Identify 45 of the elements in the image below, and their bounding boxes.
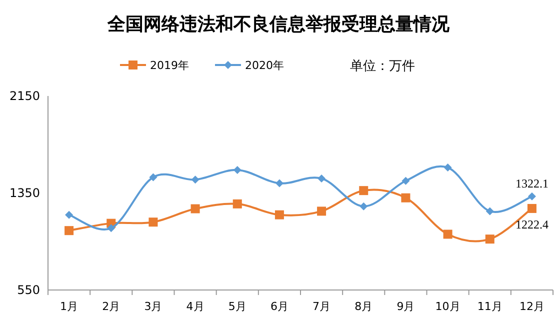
point <box>274 210 284 220</box>
xtick: 4月 <box>186 300 204 313</box>
xtick: 8月 <box>354 300 373 313</box>
point <box>444 164 452 172</box>
point <box>359 186 368 196</box>
xtick: 11月 <box>477 300 502 313</box>
point <box>401 193 410 202</box>
xtick: 9月 <box>396 300 415 313</box>
xtick: 7月 <box>312 300 331 313</box>
point <box>65 210 74 219</box>
point <box>148 218 158 227</box>
xtick: 1月 <box>60 300 78 313</box>
xtick: 6月 <box>270 300 288 313</box>
ytick: 550 <box>17 283 40 297</box>
legend-item: 2020年 <box>215 59 284 72</box>
xtick: 3月 <box>144 300 162 313</box>
point <box>275 179 284 188</box>
point <box>402 176 410 185</box>
point <box>486 207 494 216</box>
xtick: 12月 <box>519 300 544 313</box>
annotation: 单位：万件 <box>350 59 415 74</box>
legend-label: 2019年 <box>150 59 189 72</box>
xtick: 5月 <box>228 300 246 313</box>
xtick: 10月 <box>435 300 460 313</box>
point <box>360 202 368 210</box>
point <box>191 176 200 184</box>
point <box>64 226 74 236</box>
point <box>485 234 494 244</box>
point <box>528 192 536 200</box>
ytick: 1350 <box>9 186 40 200</box>
legend-label: 2020年 <box>245 59 284 72</box>
title: 全国网络违法和不良信息举报受理总量情况 <box>108 14 450 35</box>
point <box>318 174 326 182</box>
value-label: 1322.1 <box>515 176 548 190</box>
legend-item: 2019年 <box>120 59 189 72</box>
point <box>149 173 158 182</box>
xtick: 2月 <box>102 300 120 313</box>
point <box>443 230 452 239</box>
point <box>190 204 200 214</box>
point <box>107 224 116 232</box>
point <box>232 199 242 208</box>
value-label: 1222.4 <box>515 217 548 232</box>
point <box>317 206 326 216</box>
point <box>527 204 536 213</box>
ytick: 2150 <box>9 89 40 103</box>
